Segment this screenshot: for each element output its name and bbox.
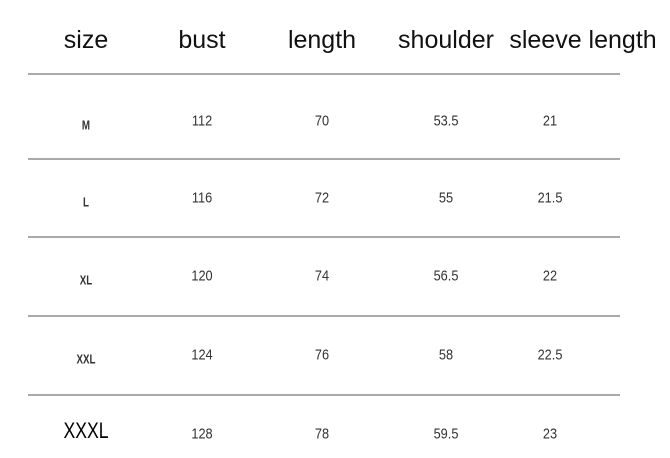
table-cell: 22 xyxy=(542,267,558,285)
size-label: XL xyxy=(79,272,93,288)
table-cell: 116 xyxy=(191,189,213,207)
table-cell: 78 xyxy=(314,425,330,443)
table-cell: 21 xyxy=(542,112,558,130)
table-cell: 22.5 xyxy=(537,346,563,364)
size-label: XXXL xyxy=(63,418,109,443)
header-shoulder: shoulder xyxy=(398,26,494,54)
table-cell: 120 xyxy=(191,267,213,285)
row-divider xyxy=(28,315,620,317)
row-divider xyxy=(28,394,620,396)
table-cell: 72 xyxy=(314,189,330,207)
row-divider xyxy=(28,158,620,160)
table-cell: 74 xyxy=(314,267,330,285)
table-cell: 70 xyxy=(314,112,330,130)
table-cell: 21.5 xyxy=(537,189,563,207)
table-cell: 59.5 xyxy=(433,425,459,443)
size-label: L xyxy=(83,194,89,210)
table-cell: 76 xyxy=(314,346,330,364)
table-cell: 124 xyxy=(191,346,213,364)
table-cell: 23 xyxy=(542,425,558,443)
row-divider xyxy=(28,236,620,238)
table-cell: 53.5 xyxy=(433,112,459,130)
header-length: length xyxy=(287,26,357,54)
table-cell: 112 xyxy=(191,112,213,130)
header-bust: bust xyxy=(178,26,226,54)
header-size: size xyxy=(63,26,109,54)
header-sleeve-length: sleeve length xyxy=(509,26,657,54)
table-cell: 58 xyxy=(438,346,454,364)
size-label: M xyxy=(81,117,91,133)
table-cell: 56.5 xyxy=(433,267,459,285)
table-cell: 55 xyxy=(438,189,454,207)
row-divider xyxy=(28,73,620,75)
size-label: XXL xyxy=(76,351,96,367)
table-cell: 128 xyxy=(191,425,213,443)
